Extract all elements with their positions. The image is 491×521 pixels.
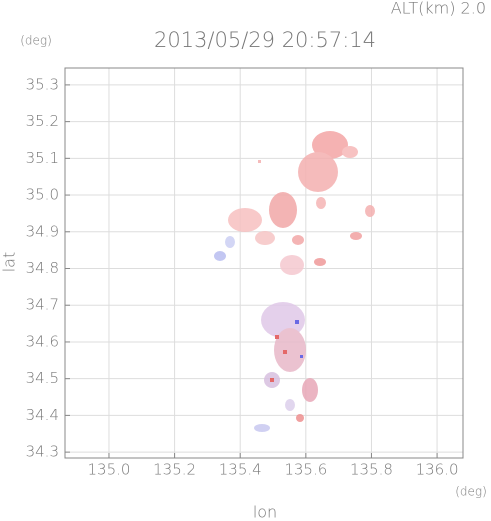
echo: [283, 350, 287, 354]
echo: [254, 424, 270, 432]
echo: [350, 232, 362, 240]
echo: [302, 378, 318, 402]
echo: [258, 160, 261, 163]
echo: [316, 197, 326, 209]
echo: [275, 335, 279, 339]
x-tick-label: 135.2: [153, 461, 196, 479]
echo: [300, 355, 303, 358]
y-tick-label: 35.0: [26, 186, 59, 204]
altitude: ALT(km) 2.0: [391, 0, 486, 18]
echo-field: [214, 131, 375, 432]
y-tick-label: 34.6: [26, 332, 59, 350]
x-tick-label: 136.0: [416, 461, 459, 479]
echo: [298, 152, 338, 192]
echo: [295, 320, 299, 324]
echo: [365, 205, 375, 217]
echo: [270, 378, 274, 382]
y-tick-label: 34.7: [26, 296, 59, 314]
echo: [269, 192, 297, 228]
x-tick-label: 135.4: [219, 461, 262, 479]
echo: [255, 231, 275, 245]
x-tick-label: 135.0: [87, 461, 130, 479]
y-unit: (deg): [20, 34, 52, 48]
echo: [228, 208, 262, 232]
y-tick-label: 34.8: [26, 259, 59, 277]
y-tick-label: 34.5: [26, 369, 59, 387]
grid: [65, 68, 463, 458]
chart-title: 2013/05/29 20:57:14: [154, 28, 376, 52]
x-axis-label: lon: [253, 503, 277, 521]
y-tick-label: 34.4: [26, 406, 59, 424]
plot-frame: [64, 67, 464, 459]
echo: [292, 235, 304, 245]
echo: [312, 131, 348, 159]
echo: [214, 251, 226, 261]
x-unit: (deg): [455, 485, 487, 499]
echo: [296, 414, 304, 422]
echo: [280, 255, 304, 275]
x-tick-label: 135.8: [350, 461, 393, 479]
y-tick-label: 34.3: [26, 443, 59, 461]
echo: [285, 399, 295, 411]
y-tick-label: 35.3: [26, 75, 59, 93]
y-axis-label: lat: [0, 252, 19, 273]
y-tick-label: 34.9: [26, 222, 59, 240]
echo: [274, 328, 306, 372]
echo: [314, 258, 326, 266]
echo: [225, 236, 235, 248]
y-tick-label: 35.1: [26, 149, 59, 167]
echo: [342, 146, 358, 158]
x-tick-label: 135.6: [284, 461, 327, 479]
y-tick-label: 35.2: [26, 112, 59, 130]
